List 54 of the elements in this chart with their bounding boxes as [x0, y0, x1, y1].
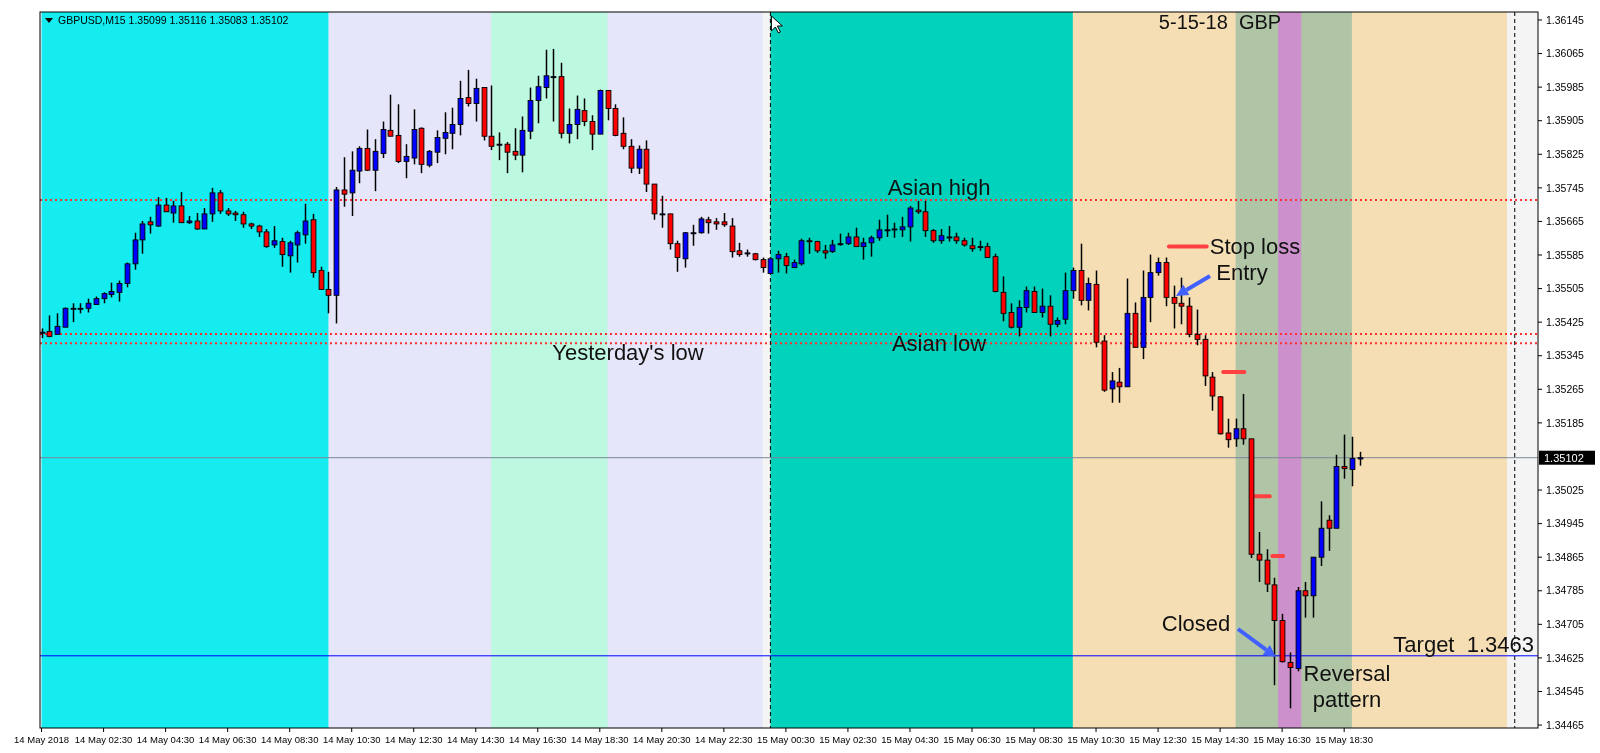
y-tick-label: 1.34705 — [1546, 618, 1585, 631]
x-tick-label: 15 May 06:30 — [943, 734, 1001, 745]
annotation: Asian low — [891, 330, 987, 356]
y-tick-label: 1.35025 — [1546, 483, 1585, 496]
annotation: Yesterday's low — [552, 339, 704, 365]
y-tick-label: 1.36145 — [1546, 13, 1585, 26]
chart-subtitle: GBPUSD,M15 1.35099 1.35116 1.35083 1.35102 — [58, 14, 289, 26]
x-tick-label: 15 May 08:30 — [1005, 734, 1063, 745]
y-tick-label: 1.35745 — [1546, 181, 1585, 194]
x-tick-label: 15 May 04:30 — [881, 734, 939, 745]
y-tick-label: 1.35665 — [1546, 215, 1585, 228]
y-tick-label: 1.34785 — [1546, 584, 1585, 597]
x-tick-label: 14 May 22:30 — [695, 734, 753, 745]
x-tick-label: 14 May 14:30 — [446, 734, 505, 745]
y-tick-label: 1.34865 — [1546, 550, 1585, 563]
x-tick-label: 14 May 10:30 — [322, 734, 381, 745]
y-tick-label: 1.35505 — [1546, 282, 1585, 295]
x-tick-label: 14 May 18:30 — [571, 734, 629, 745]
x-tick-label: 15 May 12:30 — [1129, 734, 1187, 745]
ref-line-label: 1.35102 — [1544, 451, 1584, 464]
x-tick-label: 14 May 06:30 — [198, 734, 257, 745]
chart-title: 5-15-18 GBP — [1158, 11, 1282, 33]
y-tick-label: 1.35985 — [1546, 80, 1585, 93]
y-tick-label: 1.35265 — [1546, 382, 1585, 395]
x-tick-label: 14 May 12:30 — [384, 734, 443, 745]
y-tick-label: 1.34625 — [1546, 651, 1585, 664]
x-tick-label: 15 May 14:30 — [1191, 734, 1249, 745]
x-tick-label: 14 May 02:30 — [74, 734, 133, 745]
y-tick-label: 1.35185 — [1546, 416, 1585, 429]
annotation: Stop loss — [1209, 233, 1301, 259]
y-tick-label: 1.35585 — [1546, 248, 1585, 261]
y-tick-label: 1.35345 — [1546, 349, 1585, 362]
x-tick-label: 15 May 02:30 — [819, 734, 877, 745]
x-tick-label: 14 May 2018 — [14, 734, 70, 745]
y-tick-label: 1.36065 — [1546, 47, 1585, 60]
x-tick-label: 15 May 18:30 — [1315, 734, 1373, 745]
x-tick-label: 14 May 04:30 — [136, 734, 195, 745]
x-tick-label: 14 May 08:30 — [260, 734, 319, 745]
annotation: Entry — [1216, 259, 1268, 285]
annotation: Asian high — [887, 174, 991, 200]
y-tick-label: 1.35825 — [1546, 147, 1585, 160]
x-tick-label: 14 May 20:30 — [633, 734, 691, 745]
y-tick-label: 1.35425 — [1546, 315, 1585, 328]
y-tick-label: 1.34545 — [1546, 685, 1585, 698]
y-tick-label: 1.34945 — [1546, 517, 1585, 530]
annotation: Reversal pattern — [1303, 660, 1391, 712]
x-tick-label: 14 May 16:30 — [508, 734, 567, 745]
y-tick-label: 1.35905 — [1546, 114, 1585, 127]
annotation: Closed — [1161, 610, 1231, 636]
x-tick-label: 15 May 10:30 — [1067, 734, 1125, 745]
x-tick-label: 15 May 00:30 — [757, 734, 815, 745]
y-tick-label: 1.34465 — [1546, 718, 1585, 731]
x-tick-label: 15 May 16:30 — [1253, 734, 1311, 745]
ref-line-label: Target 1.3463 — [1393, 631, 1534, 657]
